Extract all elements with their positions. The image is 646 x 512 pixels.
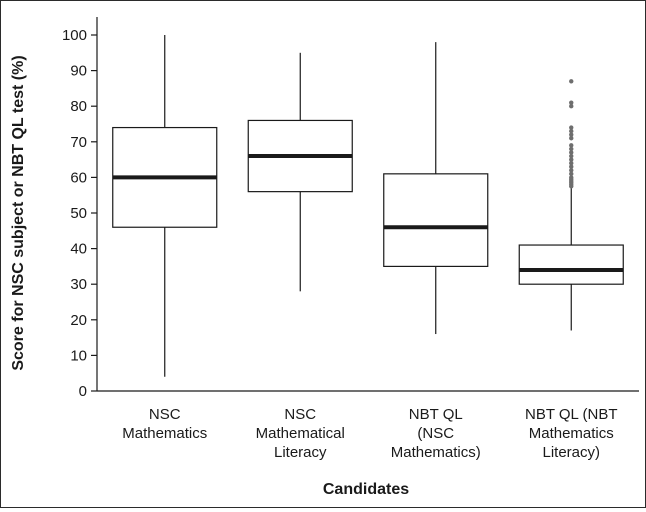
outlier-point	[569, 160, 574, 166]
outlier-point	[569, 136, 574, 141]
y-tick-label: 60	[70, 169, 87, 186]
x-category-label: Mathematics)	[391, 444, 481, 461]
outlier-point	[569, 143, 574, 148]
box-iqr	[518, 244, 624, 285]
y-tick-label: 100	[62, 27, 87, 44]
y-tick-label: 90	[70, 63, 87, 80]
outlier-point	[569, 171, 574, 177]
box-group	[112, 35, 218, 377]
y-tick-label: 50	[70, 205, 87, 222]
x-category-label: NSC	[284, 406, 316, 423]
x-category-label: (NSC	[417, 425, 454, 442]
y-axis: 0 10 20 30 40 50 60 70 80 90 100	[62, 17, 98, 400]
outlier-point	[569, 100, 574, 105]
outlier-point	[569, 175, 574, 180]
outlier-point	[569, 164, 574, 169]
x-category-label: Mathematics	[122, 425, 207, 442]
outlier-point	[569, 104, 574, 109]
box-group	[518, 79, 624, 331]
outlier-point	[569, 150, 574, 155]
box-group	[247, 52, 353, 292]
outlier-point	[569, 128, 574, 134]
y-tick-label: 0	[79, 383, 87, 400]
y-tick-label: 80	[70, 98, 87, 115]
outlier-point	[569, 153, 574, 159]
x-category-label: NBT QL	[409, 406, 463, 423]
x-category-label: NBT QL (NBT	[525, 406, 618, 423]
box-series	[112, 35, 624, 377]
y-tick-label: 70	[70, 134, 87, 151]
box-iqr	[383, 173, 489, 267]
y-tick-label: 20	[70, 312, 87, 329]
y-axis-title: Score for NSC subject or NBT QL test (%)	[10, 55, 27, 370]
x-category-label: Mathematics	[529, 425, 614, 442]
x-category-label: Literacy)	[542, 444, 600, 461]
outlier-point	[569, 125, 574, 130]
y-tick-label: 40	[70, 241, 87, 258]
x-category-label: Mathematical	[256, 425, 345, 442]
outlier-point	[569, 132, 574, 137]
outlier-point	[569, 79, 574, 84]
x-category-label: Literacy	[274, 444, 327, 461]
x-axis-title: Candidates	[323, 481, 409, 498]
y-tick-label: 30	[70, 276, 87, 293]
x-category-label: NSC	[149, 406, 181, 423]
x-axis: NSC Mathematics NSC Mathematical Literacy NBT…	[97, 390, 639, 461]
outlier-point	[569, 168, 574, 173]
y-tick-label: 10	[70, 347, 87, 364]
outlier-point	[569, 157, 574, 162]
box-group	[383, 42, 489, 335]
outlier-point	[569, 146, 574, 152]
